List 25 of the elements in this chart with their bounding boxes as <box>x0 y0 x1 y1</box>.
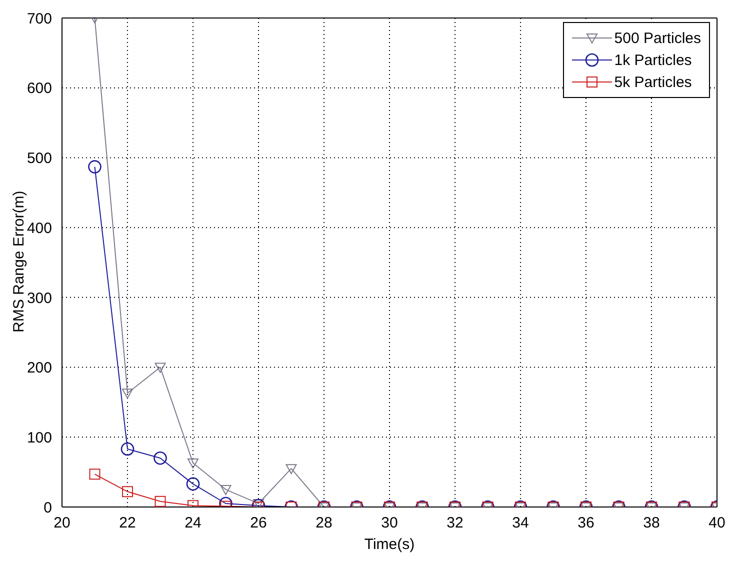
x-tick-label: 30 <box>381 514 398 532</box>
y-tick-label: 400 <box>26 220 52 237</box>
y-axis-title: RMS Range Error(m) <box>10 190 28 332</box>
x-tick-label: 40 <box>708 514 726 532</box>
x-tick-label: 34 <box>512 514 529 532</box>
y-tick-label: 0 <box>44 499 52 516</box>
x-tick-label: 22 <box>119 514 136 532</box>
x-tick-label: 28 <box>316 514 332 532</box>
y-tick-label: 300 <box>26 290 52 307</box>
x-tick-label: 32 <box>446 514 464 532</box>
legend-label: 1k Particles <box>614 52 692 68</box>
y-tick-label: 200 <box>26 360 52 377</box>
x-tick-label: 38 <box>643 514 660 532</box>
legend-label: 500 Particles <box>614 30 701 46</box>
y-tick-label: 100 <box>26 429 52 446</box>
legend-label: 5k Particles <box>614 74 692 90</box>
point <box>88 160 102 174</box>
x-tick-label: 24 <box>184 514 202 532</box>
x-tick-label: 26 <box>250 514 267 532</box>
y-tick-label: 500 <box>26 150 52 168</box>
x-tick-label: 36 <box>578 514 594 532</box>
x-axis-title: Time(s) <box>364 536 415 553</box>
x-tick-label: 20 <box>54 514 70 532</box>
y-tick-label: 600 <box>26 80 52 98</box>
y-tick-label: 700 <box>26 10 52 28</box>
